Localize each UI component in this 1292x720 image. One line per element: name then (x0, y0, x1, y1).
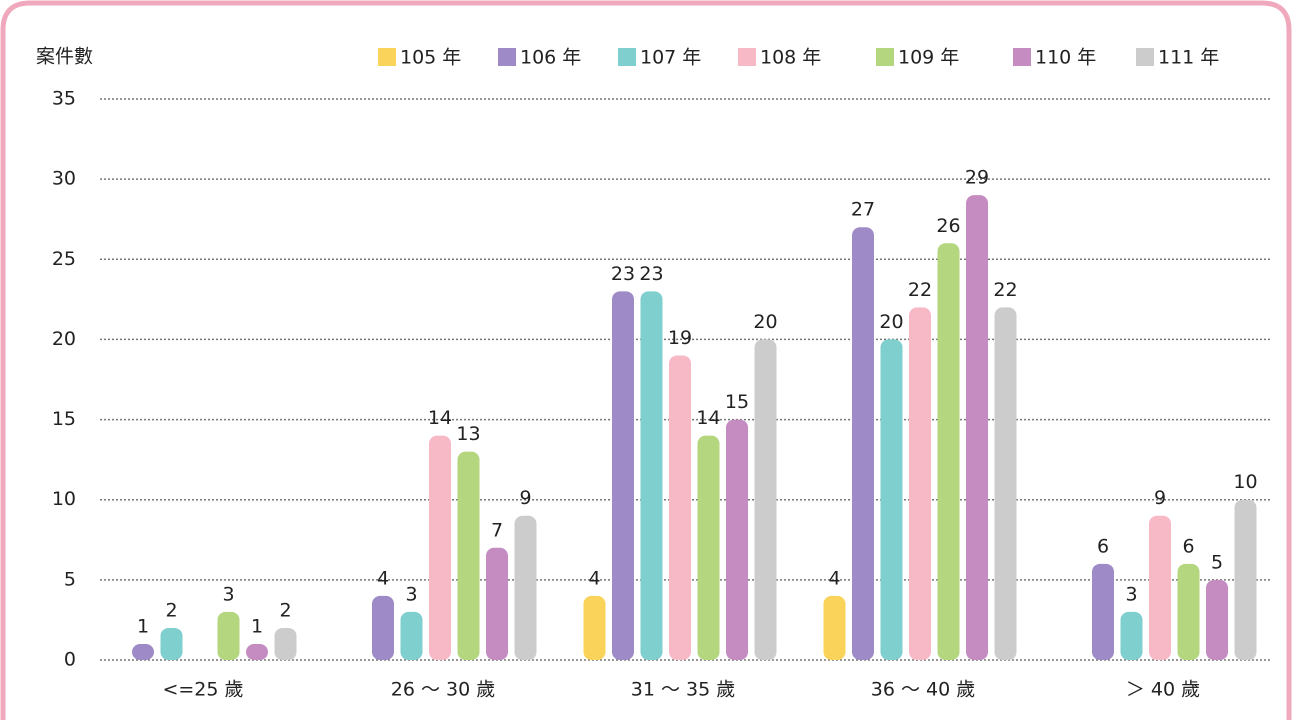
value-label: 6 (1182, 535, 1194, 557)
legend-label: 105 年 (400, 47, 461, 69)
value-label: 13 (456, 423, 480, 445)
y-tick-label: 10 (52, 488, 76, 510)
legend-swatch (738, 48, 756, 66)
bar (754, 339, 777, 660)
value-label: 10 (1233, 471, 1257, 493)
x-tick-label: 26 ～ 30 歲 (391, 679, 495, 701)
bar (246, 643, 268, 660)
value-label: 15 (725, 391, 749, 413)
value-label: 1 (251, 615, 263, 637)
bar (1120, 611, 1143, 660)
value-label: 3 (222, 583, 234, 605)
bar (486, 547, 508, 660)
value-label: 14 (428, 407, 452, 429)
bar (429, 435, 451, 660)
bar (217, 611, 240, 660)
value-label: 20 (879, 311, 903, 333)
value-label: 2 (279, 599, 291, 621)
legend-label: 109 年 (898, 47, 959, 69)
value-label: 22 (908, 279, 932, 301)
bar (669, 355, 691, 660)
bar (612, 291, 634, 660)
bar (274, 627, 297, 660)
legend-swatch (378, 48, 396, 66)
value-label: 6 (1097, 535, 1109, 557)
y-tick-label: 35 (52, 88, 76, 110)
bar (909, 307, 931, 660)
value-label: 19 (668, 327, 692, 349)
legend-label: 106 年 (520, 47, 581, 69)
bar (1177, 563, 1200, 660)
y-axis-label: 案件數 (36, 46, 93, 68)
y-tick-label: 20 (52, 328, 76, 350)
x-tick-label: ＞ 40 歲 (1126, 679, 1200, 701)
bar (372, 595, 394, 660)
value-label: 27 (851, 199, 875, 221)
y-tick-label: 5 (64, 568, 76, 590)
bar (697, 435, 720, 660)
bar (966, 195, 988, 660)
legend-swatch (618, 48, 636, 66)
value-label: 23 (611, 263, 635, 285)
legend-swatch (498, 48, 516, 66)
value-label: 9 (1154, 487, 1166, 509)
y-tick-label: 25 (52, 248, 76, 270)
legend-label: 110 年 (1035, 47, 1096, 69)
bar (1149, 515, 1171, 660)
bar (1206, 579, 1228, 660)
bar (640, 291, 663, 660)
bar (457, 451, 480, 660)
value-label: 9 (519, 487, 531, 509)
legend-label: 107 年 (640, 47, 701, 69)
bar (583, 595, 606, 660)
bar (726, 419, 748, 660)
value-label: 29 (965, 167, 989, 189)
legend-swatch (1136, 48, 1154, 66)
bar (852, 227, 874, 660)
y-tick-label: 0 (64, 649, 76, 671)
legend-label: 108 年 (760, 47, 821, 69)
legend-swatch (876, 48, 894, 66)
value-label: 3 (405, 583, 417, 605)
value-label: 4 (588, 567, 600, 589)
bar (1234, 499, 1257, 660)
value-label: 7 (491, 519, 503, 541)
bar (994, 307, 1017, 660)
value-label: 23 (639, 263, 663, 285)
legend-label: 111 年 (1158, 47, 1219, 69)
x-tick-label: 36 ～ 40 歲 (871, 679, 975, 701)
bar (1092, 563, 1114, 660)
value-label: 4 (828, 567, 840, 589)
legend-swatch (1013, 48, 1031, 66)
x-tick-label: <=25 歲 (162, 679, 243, 701)
bar (132, 643, 154, 660)
value-label: 5 (1211, 551, 1223, 573)
y-tick-label: 30 (52, 168, 76, 190)
value-label: 2 (165, 599, 177, 621)
value-label: 22 (993, 279, 1017, 301)
bar (823, 595, 846, 660)
bar (160, 627, 183, 660)
value-label: 3 (1125, 583, 1137, 605)
bar (937, 243, 960, 660)
bar (880, 339, 903, 660)
y-tick-label: 15 (52, 408, 76, 430)
value-label: 4 (377, 567, 389, 589)
value-label: 14 (696, 407, 720, 429)
bar (514, 515, 537, 660)
bar (400, 611, 423, 660)
value-label: 1 (137, 615, 149, 637)
value-label: 26 (936, 215, 960, 237)
value-label: 20 (753, 311, 777, 333)
x-tick-label: 31 ～ 35 歲 (631, 679, 735, 701)
